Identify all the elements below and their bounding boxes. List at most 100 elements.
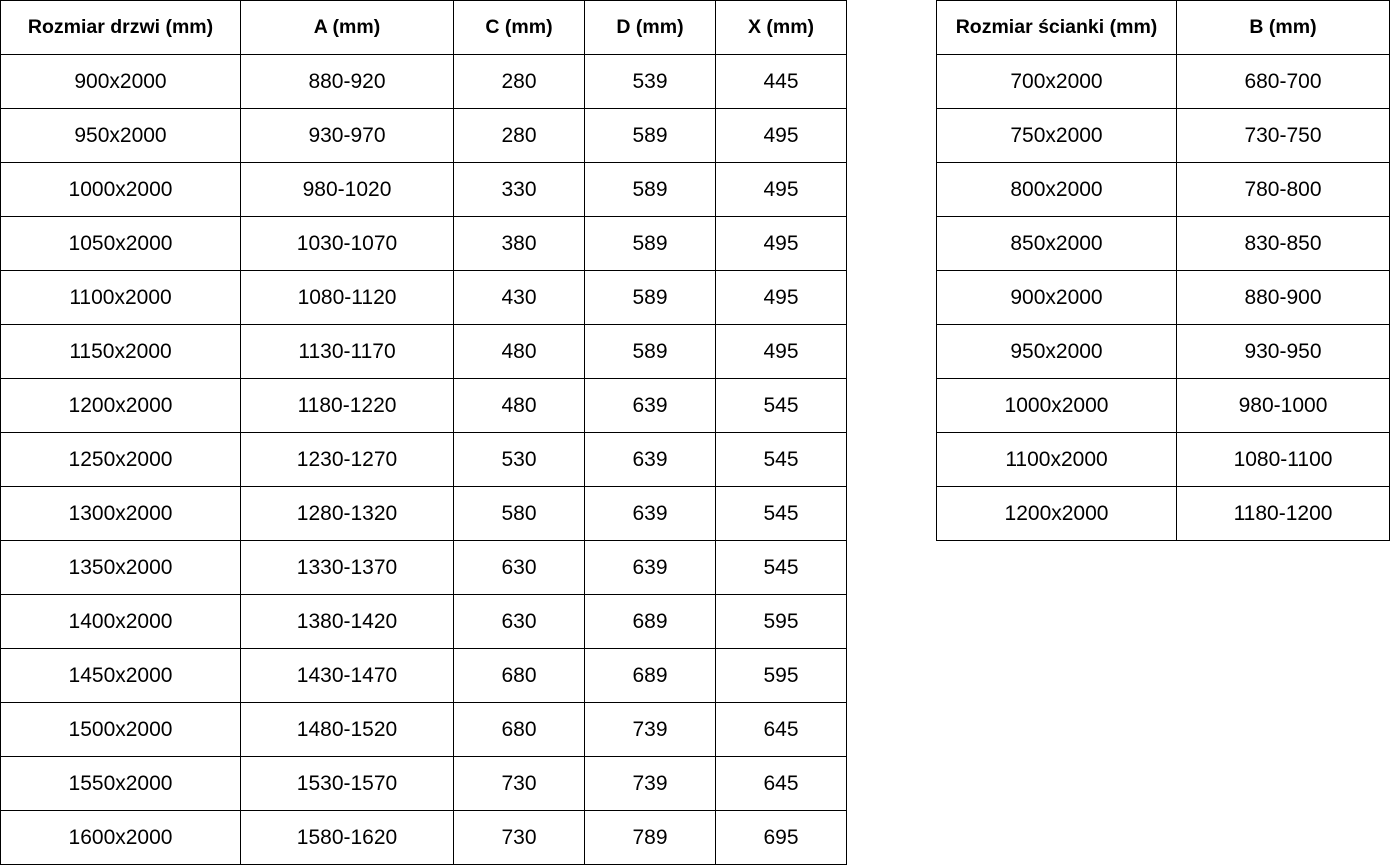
table-cell: 445	[715, 54, 847, 109]
table-cell: 800x2000	[936, 162, 1177, 217]
table-row: 1500x2000 1480-1520 680 739 645	[0, 702, 847, 757]
table-cell: 1280-1320	[240, 486, 454, 541]
table-row: 800x2000 780-800	[936, 162, 1390, 217]
table-cell: 639	[584, 378, 716, 433]
table-cell: 850x2000	[936, 216, 1177, 271]
table-cell: 495	[715, 108, 847, 163]
table-cell: 1600x2000	[0, 810, 241, 865]
table-cell: 530	[453, 432, 585, 487]
table-cell: 1000x2000	[936, 378, 1177, 433]
table-cell: 1080-1120	[240, 270, 454, 325]
table-cell: 545	[715, 432, 847, 487]
table-cell: 589	[584, 270, 716, 325]
table-row: 1050x2000 1030-1070 380 589 495	[0, 216, 847, 271]
table-cell: 495	[715, 270, 847, 325]
table-row: 1000x2000 980-1020 330 589 495	[0, 162, 847, 217]
table-cell: 750x2000	[936, 108, 1177, 163]
table-cell: 280	[453, 108, 585, 163]
table-cell: 980-1020	[240, 162, 454, 217]
table-cell: 495	[715, 216, 847, 271]
table-cell: 1450x2000	[0, 648, 241, 703]
wall-panel-sizes-table: Rozmiar ścianki (mm) B (mm) 700x2000 680-7…	[936, 0, 1390, 541]
column-header: X (mm)	[715, 0, 847, 55]
table-cell: 880-920	[240, 54, 454, 109]
table-cell: 1030-1070	[240, 216, 454, 271]
table-cell: 589	[584, 216, 716, 271]
table-cell: 495	[715, 324, 847, 379]
table-cell: 1250x2000	[0, 432, 241, 487]
table-row: 1200x2000 1180-1220 480 639 545	[0, 378, 847, 433]
table-cell: 1080-1100	[1176, 432, 1390, 487]
table-cell: 480	[453, 378, 585, 433]
table-cell: 1580-1620	[240, 810, 454, 865]
table-cell: 639	[584, 486, 716, 541]
table-cell: 789	[584, 810, 716, 865]
table-cell: 900x2000	[936, 270, 1177, 325]
table-cell: 1000x2000	[0, 162, 241, 217]
table-row: 1100x2000 1080-1120 430 589 495	[0, 270, 847, 325]
table-row: 850x2000 830-850	[936, 216, 1390, 271]
table-row: 700x2000 680-700	[936, 54, 1390, 109]
table-cell: 630	[453, 540, 585, 595]
table-cell: 950x2000	[936, 324, 1177, 379]
table-cell: 1530-1570	[240, 756, 454, 811]
table-cell: 639	[584, 540, 716, 595]
table-cell: 1180-1220	[240, 378, 454, 433]
table-row: 1350x2000 1330-1370 630 639 545	[0, 540, 847, 595]
table-row: 1150x2000 1130-1170 480 589 495	[0, 324, 847, 379]
table-cell: 595	[715, 594, 847, 649]
table-cell: 595	[715, 648, 847, 703]
column-header: A (mm)	[240, 0, 454, 55]
table-cell: 430	[453, 270, 585, 325]
table-cell: 739	[584, 702, 716, 757]
table-row: 1300x2000 1280-1320 580 639 545	[0, 486, 847, 541]
table-cell: 1430-1470	[240, 648, 454, 703]
table-cell: 700x2000	[936, 54, 1177, 109]
table-row: 750x2000 730-750	[936, 108, 1390, 163]
table-cell: 830-850	[1176, 216, 1390, 271]
table-cell: 689	[584, 594, 716, 649]
table-cell: 589	[584, 324, 716, 379]
table-cell: 1180-1200	[1176, 486, 1390, 541]
table-cell: 539	[584, 54, 716, 109]
column-header: Rozmiar ścianki (mm)	[936, 0, 1177, 55]
table-cell: 1050x2000	[0, 216, 241, 271]
table-cell: 545	[715, 378, 847, 433]
table-cell: 680	[453, 648, 585, 703]
table-cell: 645	[715, 702, 847, 757]
table-row: 1100x2000 1080-1100	[936, 432, 1390, 487]
table-cell: 1500x2000	[0, 702, 241, 757]
table-cell: 1350x2000	[0, 540, 241, 595]
table-cell: 1330-1370	[240, 540, 454, 595]
table-cell: 730	[453, 810, 585, 865]
table-cell: 689	[584, 648, 716, 703]
table-cell: 780-800	[1176, 162, 1390, 217]
table-cell: 695	[715, 810, 847, 865]
table-cell: 545	[715, 486, 847, 541]
column-header: C (mm)	[453, 0, 585, 55]
table-cell: 739	[584, 756, 716, 811]
table-cell: 580	[453, 486, 585, 541]
table-cell: 730-750	[1176, 108, 1390, 163]
table-cell: 980-1000	[1176, 378, 1390, 433]
header-row: Rozmiar ścianki (mm) B (mm)	[936, 0, 1390, 55]
table-cell: 1150x2000	[0, 324, 241, 379]
table-cell: 589	[584, 162, 716, 217]
table-cell: 480	[453, 324, 585, 379]
table-row: 1550x2000 1530-1570 730 739 645	[0, 756, 847, 811]
table-row: 1450x2000 1430-1470 680 689 595	[0, 648, 847, 703]
table-row: 900x2000 880-920 280 539 445	[0, 54, 847, 109]
table-row: 950x2000 930-970 280 589 495	[0, 108, 847, 163]
table-cell: 330	[453, 162, 585, 217]
column-header: Rozmiar drzwi (mm)	[0, 0, 241, 55]
door-sizes-table: Rozmiar drzwi (mm) A (mm) C (mm) D (mm) X (m…	[0, 0, 847, 865]
table-cell: 930-950	[1176, 324, 1390, 379]
table-cell: 1380-1420	[240, 594, 454, 649]
table-row: 1400x2000 1380-1420 630 689 595	[0, 594, 847, 649]
table-cell: 545	[715, 540, 847, 595]
table-cell: 900x2000	[0, 54, 241, 109]
table-row: 950x2000 930-950	[936, 324, 1390, 379]
table-cell: 730	[453, 756, 585, 811]
table-cell: 380	[453, 216, 585, 271]
table-cell: 680-700	[1176, 54, 1390, 109]
